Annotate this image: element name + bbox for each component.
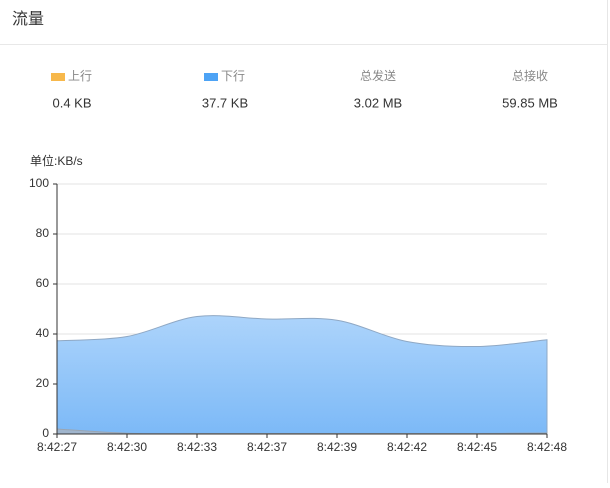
x-tick-label: 8:42:37 — [247, 440, 287, 454]
y-tick-label: 40 — [36, 326, 50, 340]
y-axis-unit: 单位:KB/s — [30, 153, 83, 168]
x-tick-label: 8:42:48 — [527, 440, 567, 454]
y-tick-label: 100 — [29, 176, 49, 190]
stat-label: 总接收 — [512, 68, 548, 83]
stat-label: 总发送 — [360, 68, 396, 83]
x-tick-label: 8:42:27 — [37, 440, 77, 454]
x-tick-label: 8:42:42 — [387, 440, 427, 454]
stat-value: 0.4 KB — [52, 95, 91, 110]
stat-value: 3.02 MB — [354, 95, 402, 110]
stat-value: 59.85 MB — [502, 95, 558, 110]
panel-title: 流量 — [12, 10, 44, 28]
stat-value: 37.7 KB — [202, 95, 248, 110]
plot: 0 20 40 60 80 100 8:42:27 8:42:30 8:42:33 8:42:37… — [29, 176, 567, 454]
x-tick-label: 8:42:30 — [107, 440, 147, 454]
legend-label: 下行 — [221, 69, 245, 83]
x-tick-label: 8:42:39 — [317, 440, 357, 454]
y-tick-label: 60 — [36, 276, 50, 290]
legend-swatch — [51, 73, 65, 81]
y-tick-label: 20 — [36, 376, 50, 390]
legend-swatch — [204, 73, 218, 81]
legend-label: 上行 — [68, 69, 92, 83]
area — [56, 315, 548, 435]
y-tick-label: 80 — [36, 226, 50, 240]
x-tick-label: 8:42:45 — [457, 440, 497, 454]
y-tick-label: 0 — [42, 426, 49, 440]
x-tick-label: 8:42:33 — [177, 440, 217, 454]
